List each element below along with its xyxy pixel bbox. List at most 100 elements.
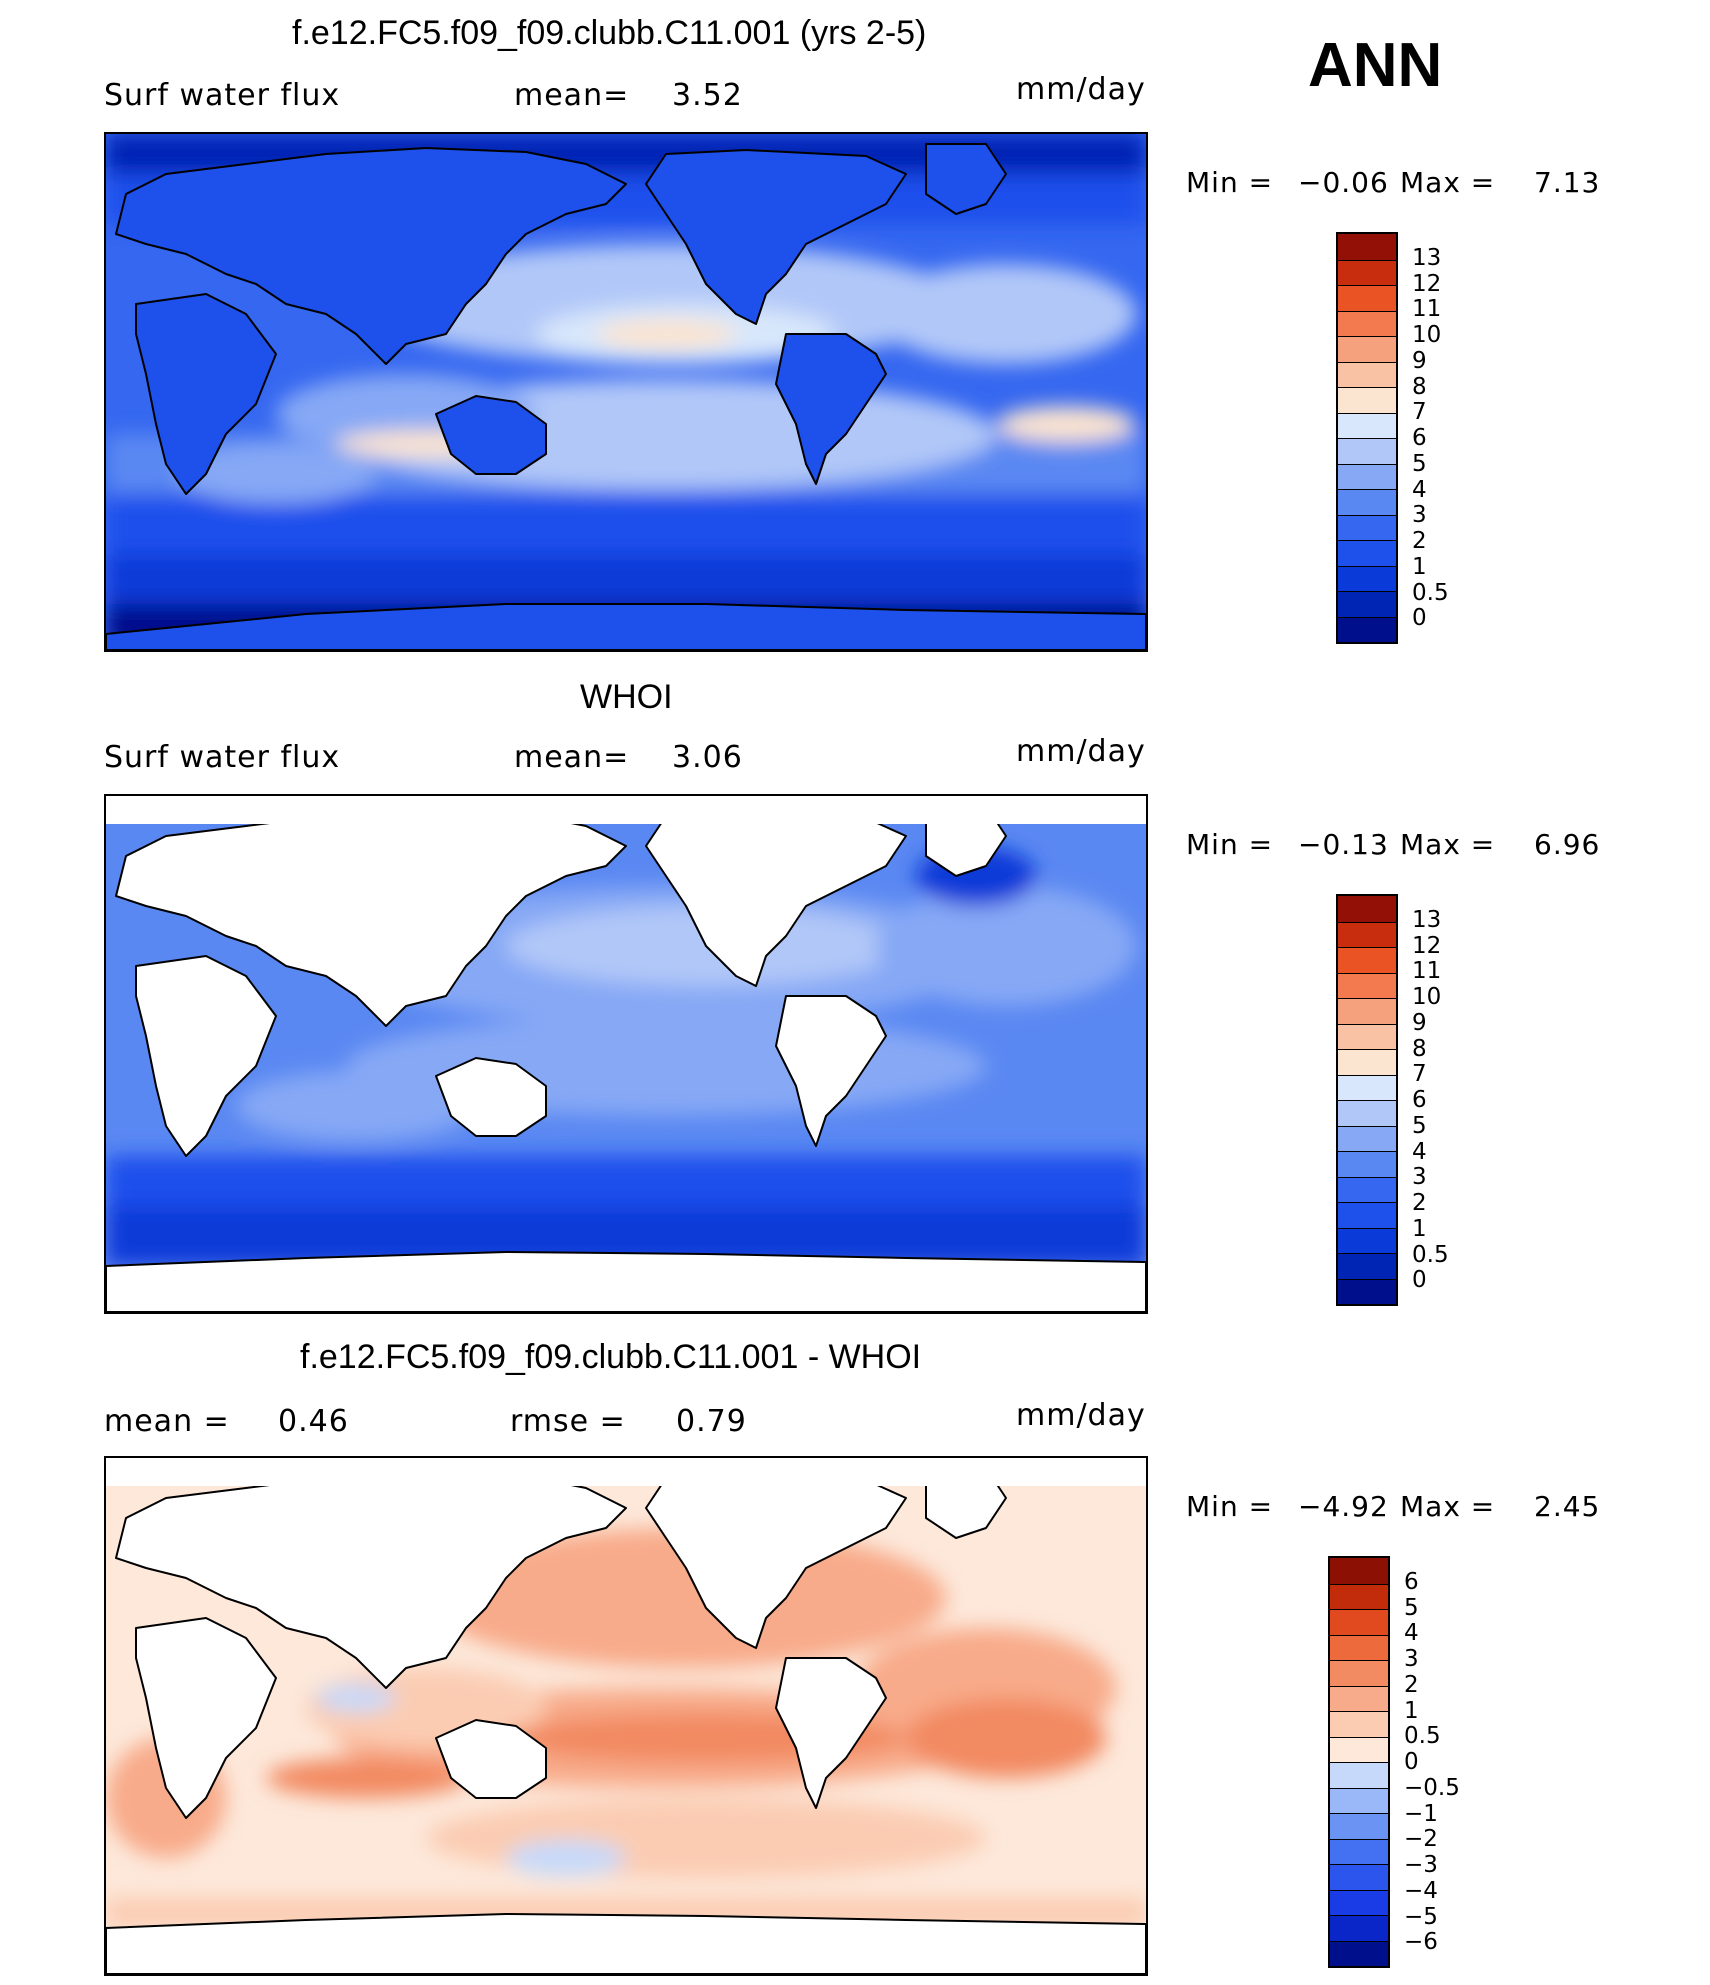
colorbar-tick-label: 2 (1412, 1190, 1427, 1216)
colorbar-segment (1338, 1023, 1396, 1049)
panel-3-max-value: 2.45 (1534, 1490, 1601, 1523)
colorbar-tick-label: −2 (1404, 1826, 1438, 1853)
panel-1-variable-label: Surf water flux (104, 78, 341, 113)
panel-1-map-svg (106, 134, 1146, 650)
colorbar-tick-label: 7 (1412, 1061, 1427, 1088)
panel-2-units: mm/day (1016, 734, 1146, 769)
colorbar-tick-label: 12 (1412, 270, 1442, 297)
panel-1-mean-value: 3.52 (672, 78, 743, 113)
panel-3-map (104, 1456, 1148, 1976)
panel-2-map-svg (106, 796, 1146, 1312)
colorbar-segment (1338, 1176, 1396, 1202)
panel-3-units: mm/day (1016, 1398, 1146, 1433)
panel-1-min-value: −0.06 (1298, 166, 1389, 199)
colorbar-tick-label: 11 (1412, 958, 1442, 985)
colorbar-segment (1330, 1915, 1388, 1941)
panel-1-title: f.e12.FC5.f09_f09.clubb.C11.001 (yrs 2-5… (292, 14, 927, 52)
colorbar-segment (1330, 1813, 1388, 1839)
colorbar-tick-label: 5 (1404, 1594, 1419, 1621)
colorbar-tick-label: 0 (1404, 1749, 1419, 1775)
colorbar-tick-label: 4 (1412, 476, 1427, 503)
panel-2-mean-label: mean= (514, 740, 630, 775)
panel-2-mean-value: 3.06 (672, 740, 743, 775)
colorbar-tick-label: 8 (1412, 1035, 1427, 1062)
colorbar-tick-label: 3 (1412, 1164, 1427, 1191)
panel-1-max-label: Max = (1400, 166, 1496, 199)
colorbar-tick-label: 5 (1412, 450, 1427, 477)
colorbar-segment (1338, 463, 1396, 489)
colorbar-tick-label: 11 (1412, 296, 1442, 323)
colorbar-segment (1330, 1634, 1388, 1660)
panel-3-rmse-value: 0.79 (676, 1404, 747, 1439)
panel-3-map-svg (106, 1458, 1146, 1974)
colorbar-segment (1338, 1049, 1396, 1075)
colorbar-segment (1330, 1889, 1388, 1915)
colorbar-tick-label: −0.5 (1404, 1774, 1460, 1801)
colorbar-segment (1338, 234, 1396, 260)
colorbar-tick-label: 0.5 (1412, 1241, 1449, 1268)
colorbar-segment (1338, 591, 1396, 617)
colorbar-tick-label: 9 (1412, 1009, 1427, 1036)
panel-2-title: WHOI (580, 678, 673, 716)
season-label: ANN (1308, 31, 1443, 100)
colorbar-segment (1338, 972, 1396, 998)
colorbar-tick-label: 4 (1404, 1620, 1419, 1647)
colorbar-tick-label: 0 (1412, 605, 1427, 632)
colorbar-segment (1338, 1202, 1396, 1228)
colorbar-tick-label: 10 (1412, 984, 1442, 1010)
colorbar-segment (1338, 921, 1396, 947)
colorbar-tick-label: 1 (1412, 553, 1427, 580)
panel-1-min-label: Min = (1186, 166, 1274, 199)
colorbar-tick-label: 0 (1412, 1267, 1427, 1294)
colorbar-tick-label: −1 (1404, 1800, 1438, 1827)
colorbar-segment (1338, 412, 1396, 438)
panel-1-max-value: 7.13 (1534, 166, 1601, 199)
colorbar-segment (1338, 1253, 1396, 1279)
colorbar-segment (1330, 1685, 1388, 1711)
colorbar-segment (1338, 387, 1396, 413)
colorbar-tick-label: −5 (1404, 1903, 1438, 1930)
colorbar-segment (1338, 1125, 1396, 1151)
panel-3-rmse-label: rmse = (510, 1404, 626, 1439)
panel-1-mean-label: mean= (514, 78, 630, 113)
colorbar-tick-label: 1 (1404, 1697, 1419, 1724)
panel-2-variable-label: Surf water flux (104, 740, 341, 775)
panel-2-min-label: Min = (1186, 828, 1274, 861)
colorbar-tick-label: 3 (1404, 1646, 1419, 1672)
colorbar-tick-label: 2 (1412, 528, 1427, 554)
panel-3-min-value: −4.92 (1298, 1490, 1389, 1523)
panel-2-max-label: Max = (1400, 828, 1496, 861)
colorbar-segment (1338, 336, 1396, 362)
colorbar-tick-label: 3 (1412, 502, 1427, 529)
colorbar-tick-label: 6 (1404, 1568, 1419, 1595)
panel-3-mean-value: 0.46 (278, 1404, 349, 1439)
colorbar-segment (1338, 1227, 1396, 1253)
panel-1-units: mm/day (1016, 72, 1146, 107)
colorbar-tick-label: 7 (1412, 399, 1427, 426)
colorbar-segment (1338, 1100, 1396, 1126)
colorbar-tick-label: 6 (1412, 1087, 1427, 1113)
colorbar-segment (1338, 514, 1396, 540)
colorbar-segment (1338, 565, 1396, 591)
colorbar-segment (1330, 1609, 1388, 1635)
colorbar-tick-label: 1 (1412, 1215, 1427, 1242)
colorbar-segment (1338, 310, 1396, 336)
colorbar-tick-label: 0.5 (1404, 1723, 1441, 1750)
panel-3-min-label: Min = (1186, 1490, 1274, 1523)
colorbar-segment (1338, 1074, 1396, 1100)
colorbar-tick-label: 13 (1412, 906, 1442, 933)
colorbar-segment (1330, 1583, 1388, 1609)
colorbar-tick-label: 2 (1404, 1671, 1419, 1698)
colorbar-segment (1338, 259, 1396, 285)
colorbar-segment (1330, 1558, 1388, 1584)
colorbar-segment (1338, 1278, 1396, 1304)
colorbar-segment (1338, 438, 1396, 464)
panel-1-map (104, 132, 1148, 652)
colorbar-tick-label: 4 (1412, 1138, 1427, 1165)
colorbar-tick-label: 0.5 (1412, 579, 1449, 606)
panel-3-title: f.e12.FC5.f09_f09.clubb.C11.001 - WHOI (300, 1338, 922, 1376)
colorbar-segment (1338, 896, 1396, 922)
colorbar-tick-label: 6 (1412, 425, 1427, 451)
panel-1-colorbar (1336, 232, 1398, 644)
colorbar-segment (1330, 1762, 1388, 1788)
